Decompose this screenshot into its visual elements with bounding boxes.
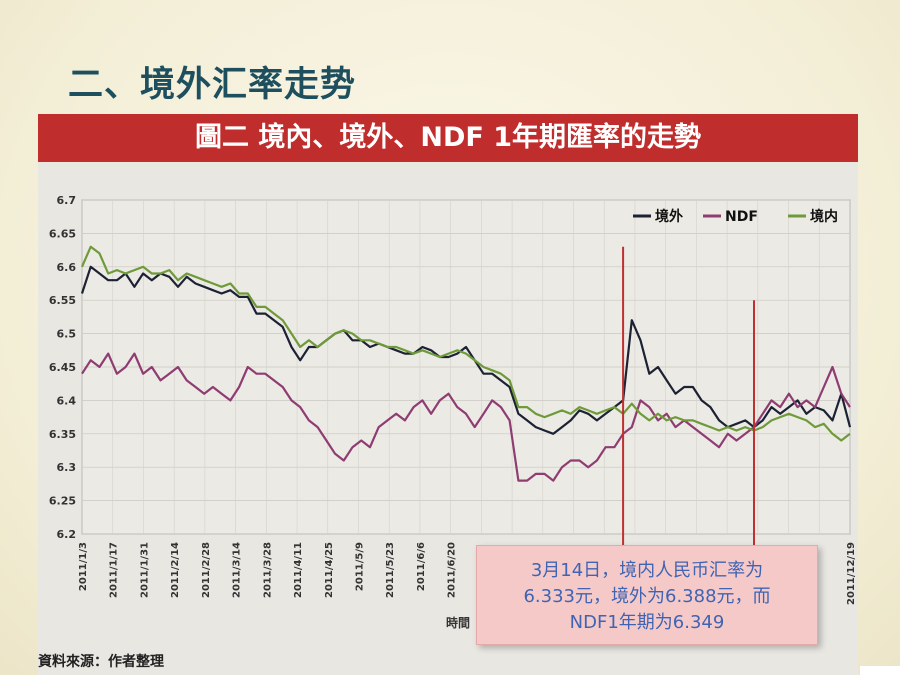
- y-tick-label: 6.45: [49, 361, 76, 374]
- series-line: [80, 265, 852, 435]
- y-tick-label: 6.5: [57, 328, 77, 341]
- corner-patch: [860, 666, 900, 675]
- callout-line-1: 3月14日，境内人民币汇率为: [530, 560, 764, 581]
- x-tick-label: 2011/12/19: [846, 542, 857, 605]
- y-tick-label: 6.3: [57, 461, 77, 474]
- y-tick-label: 6.25: [49, 495, 76, 508]
- x-tick-label: 2011/1/17: [109, 542, 120, 598]
- x-tick-label: 2011/4/11: [293, 542, 304, 598]
- x-tick-label: 2011/6/20: [447, 542, 458, 598]
- series-line: [80, 245, 851, 442]
- legend-label: 境内: [810, 208, 838, 225]
- x-tick-label: 2011/6/6: [416, 542, 427, 591]
- line-chart: 6.76.656.66.556.56.456.46.356.36.256.220…: [49, 194, 857, 630]
- x-tick-label: 2011/2/14: [170, 542, 181, 598]
- figure-banner: 圖二 境內、境外、NDF 1年期匯率的走勢: [38, 114, 858, 162]
- y-tick-label: 6.6: [57, 261, 77, 274]
- y-tick-label: 6.65: [49, 227, 76, 240]
- x-tick-label: 2011/5/23: [385, 542, 396, 598]
- x-tick-label: 2011/3/14: [232, 542, 243, 598]
- callout-line-2: 6.333元，境外为6.388元，而: [523, 586, 771, 607]
- legend-label: NDF: [725, 209, 758, 225]
- chart-figure: 圖二 境內、境外、NDF 1年期匯率的走勢 6.7 6.65 6.6 6.55 6.5 6…: [38, 114, 858, 675]
- source-note: 資料來源：作者整理: [38, 654, 164, 670]
- series-line: [81, 352, 851, 482]
- callout-box: 3月14日，境内人民币汇率为 6.333元，境外为6.388元，而 NDF1年期…: [476, 545, 818, 645]
- x-tick-label: 2011/2/28: [201, 542, 212, 598]
- x-tick-label: 2011/1/3: [78, 542, 89, 591]
- x-tick-label: 2011/5/9: [354, 542, 365, 591]
- callout-line-3: NDF1年期为6.349: [569, 612, 725, 633]
- x-tick-label: 2011/4/25: [324, 542, 335, 598]
- y-tick-label: 6.7: [57, 194, 77, 207]
- x-axis-label: 時間: [446, 615, 470, 630]
- legend-label: 境外: [655, 208, 683, 225]
- x-tick-label: 2011/1/31: [139, 542, 150, 598]
- y-tick-label: 6.2: [57, 528, 77, 541]
- y-tick-label: 6.4: [57, 394, 77, 407]
- y-tick-label: 6.35: [49, 428, 76, 441]
- x-tick-label: 2011/3/28: [262, 542, 273, 598]
- y-tick-label: 6.55: [49, 294, 76, 307]
- slide-title: 二、境外汇率走势: [68, 65, 357, 105]
